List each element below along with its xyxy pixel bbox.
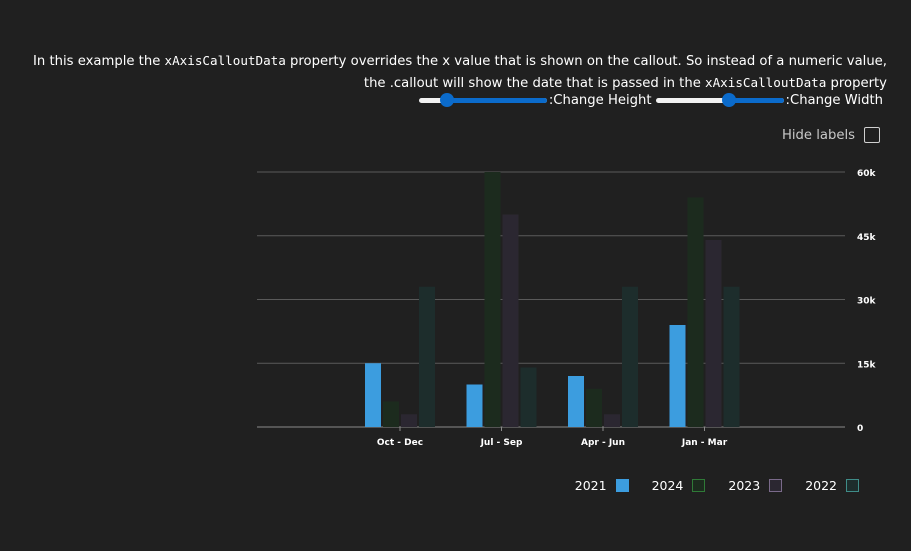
height-slider[interactable] [418, 92, 547, 108]
bar-2023 [502, 214, 519, 427]
bar-2022 [419, 286, 435, 427]
y-tick-label: 60k [857, 169, 877, 179]
chart-legend: 2021 2024 2023 2022 [575, 478, 859, 493]
x-tick-label: Oct - Dec [377, 438, 423, 448]
legend-swatch [769, 479, 783, 492]
description-text: In this example the xAxisCalloutData pro… [33, 53, 887, 91]
y-tick-label: 0 [857, 424, 863, 434]
bar-2022 [723, 286, 740, 427]
y-tick-label: 15k [857, 360, 877, 370]
legend-label: 2023 [728, 478, 761, 493]
hide-labels-label: Hide labels [781, 127, 855, 143]
legend-label: 2021 [574, 478, 607, 493]
bar-2021 [466, 384, 483, 427]
legend-item-2021[interactable]: 2021 [575, 478, 629, 493]
bar-2024 [484, 172, 501, 427]
bar-2024 [687, 197, 704, 427]
legend-item-2023[interactable]: 2023 [728, 478, 783, 493]
bar-chart: 0 15k 30k 45k 60k Oct - Dec Jul - Sep Apr - Jun… [257, 169, 877, 448]
bar-2022 [622, 286, 638, 427]
hide-labels-checkbox[interactable] [864, 127, 880, 143]
height-slider-thumb[interactable] [439, 93, 454, 107]
y-tick-label: 30k [857, 297, 877, 307]
slider-controls: :Change Height :Change Width [418, 89, 887, 111]
bar-2024 [383, 401, 399, 427]
bar-2022 [520, 367, 537, 427]
width-slider[interactable] [655, 92, 784, 108]
hide-labels-toggle[interactable]: Hide labels [782, 127, 880, 143]
bar-2023 [705, 240, 722, 427]
bar-2023 [401, 414, 417, 427]
legend-label: 2022 [805, 478, 837, 493]
bar-2024 [586, 388, 602, 427]
legend-item-2024[interactable]: 2024 [652, 478, 706, 493]
legend-swatch [692, 479, 706, 492]
bar-2021 [669, 325, 686, 427]
bar-2021 [365, 363, 381, 427]
bar-2023 [604, 414, 620, 427]
code-xaxiscalloutdata-2: xAxisCalloutData [705, 75, 827, 90]
bar-2021 [568, 376, 584, 427]
legend-swatch [615, 479, 629, 492]
code-xaxiscalloutdata: xAxisCalloutData [164, 53, 286, 68]
legend-label: 2024 [651, 478, 684, 493]
x-tick-label: Jan - Mar [681, 438, 728, 448]
change-height-label: :Change Height [548, 92, 652, 108]
legend-swatch [846, 479, 859, 492]
change-width-label: :Change Width [785, 92, 883, 108]
y-tick-label: 45k [857, 233, 877, 243]
x-tick-label: Apr - Jun [581, 438, 625, 448]
x-tick-label: Jul - Sep [480, 438, 523, 448]
width-slider-thumb[interactable] [721, 93, 736, 107]
legend-item-2022[interactable]: 2022 [805, 478, 859, 493]
